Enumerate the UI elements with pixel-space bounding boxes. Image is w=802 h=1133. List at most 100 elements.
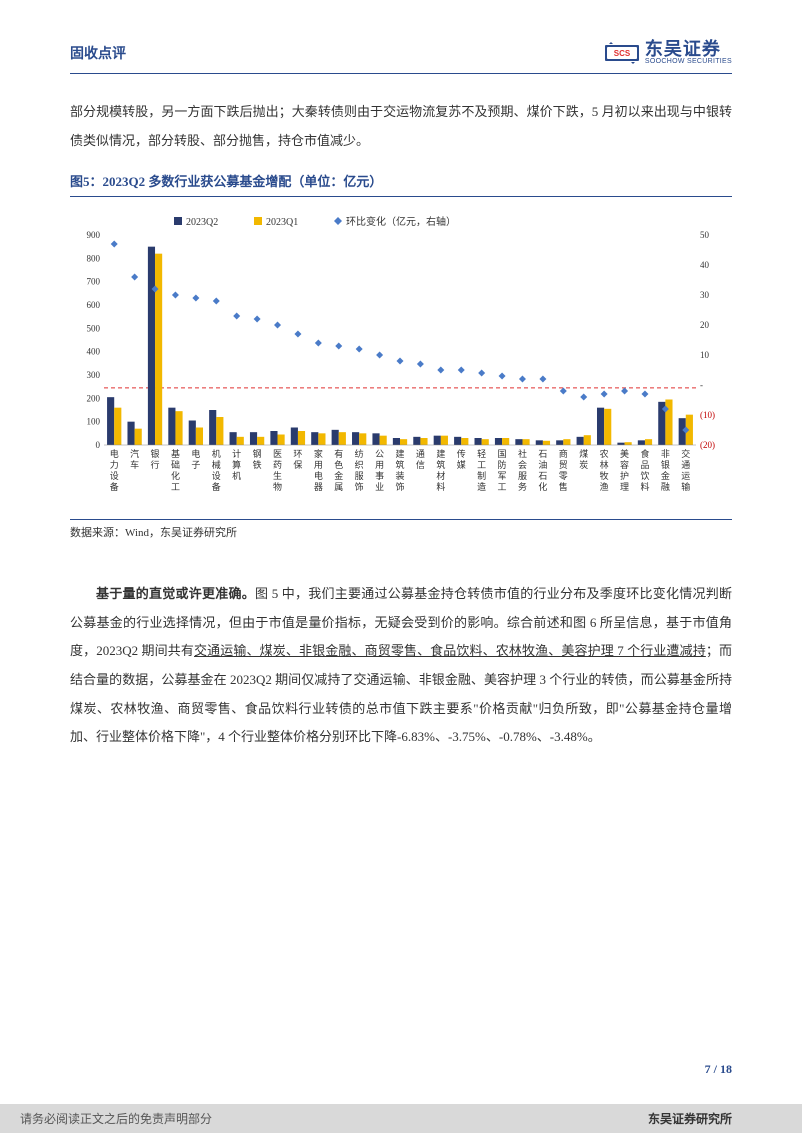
svg-text:色: 色 — [334, 459, 343, 470]
svg-text:石: 石 — [538, 471, 547, 481]
svg-text:渔: 渔 — [600, 482, 609, 492]
svg-text:建: 建 — [395, 448, 404, 459]
svg-text:纺: 纺 — [355, 448, 364, 459]
svg-text:运: 运 — [681, 471, 690, 481]
svg-text:汽: 汽 — [130, 448, 139, 459]
svg-text:子: 子 — [191, 460, 200, 470]
svg-text:备: 备 — [110, 481, 119, 492]
svg-text:牧: 牧 — [600, 470, 609, 481]
svg-text:600: 600 — [87, 300, 101, 310]
svg-text:环比变化（亿元，右轴）: 环比变化（亿元，右轴） — [346, 215, 456, 228]
svg-text:通: 通 — [681, 460, 690, 470]
svg-text:电: 电 — [314, 470, 323, 481]
footer-institute: 东吴证券研究所 — [648, 1110, 732, 1127]
svg-text:10: 10 — [700, 350, 710, 360]
svg-text:用: 用 — [314, 460, 323, 470]
page-number: 7 / 18 — [705, 1062, 732, 1077]
svg-text:家: 家 — [314, 448, 323, 459]
svg-text:2023Q1: 2023Q1 — [266, 217, 298, 228]
svg-text:交: 交 — [681, 448, 690, 459]
svg-text:工: 工 — [171, 482, 180, 492]
svg-text:行: 行 — [151, 459, 160, 470]
svg-text:40: 40 — [700, 260, 710, 270]
chart-source: 数据来源：Wind，东吴证券研究所 — [70, 519, 732, 540]
svg-text:础: 础 — [171, 459, 180, 470]
svg-text:装: 装 — [395, 470, 404, 481]
analysis-underlined: 交通运输、煤炭、非银金融、商贸零售、食品饮料、农林牧渔、美容护理 7 个行业遭减… — [194, 643, 706, 658]
svg-text:20: 20 — [700, 320, 710, 330]
svg-text:机: 机 — [212, 448, 221, 459]
svg-text:车: 车 — [130, 459, 139, 470]
page-header: 固收点评 SCS 东吴证券 SOOCHOW SECURITIES — [70, 40, 732, 74]
svg-text:700: 700 — [87, 277, 101, 287]
svg-text:料: 料 — [640, 481, 649, 492]
svg-text:工: 工 — [477, 460, 486, 470]
svg-text:材: 材 — [436, 470, 445, 481]
svg-text:铁: 铁 — [253, 459, 262, 470]
svg-text:100: 100 — [87, 417, 101, 427]
footer-disclaimer: 请务必阅读正文之后的免责声明部分 — [20, 1110, 212, 1127]
svg-text:护: 护 — [620, 470, 629, 481]
svg-text:容: 容 — [620, 459, 629, 470]
svg-text:服: 服 — [355, 471, 364, 481]
svg-text:200: 200 — [87, 394, 101, 404]
svg-text:基: 基 — [171, 448, 180, 459]
svg-text:筑: 筑 — [395, 459, 404, 470]
svg-text:银: 银 — [661, 459, 670, 470]
svg-text:(10): (10) — [700, 410, 715, 420]
svg-text:煤: 煤 — [579, 448, 588, 459]
svg-text:军: 军 — [498, 471, 507, 481]
svg-text:品: 品 — [640, 460, 649, 470]
svg-text:非: 非 — [661, 448, 670, 459]
svg-text:国: 国 — [498, 449, 507, 459]
footer-bar: 请务必阅读正文之后的免责声明部分 东吴证券研究所 — [0, 1104, 802, 1133]
svg-text:输: 输 — [681, 481, 690, 492]
svg-text:商: 商 — [559, 448, 568, 459]
svg-text:会: 会 — [518, 459, 527, 470]
svg-text:环: 环 — [293, 449, 302, 459]
svg-text:保: 保 — [293, 459, 302, 470]
svg-text:料: 料 — [436, 481, 445, 492]
svg-text:计: 计 — [232, 448, 241, 459]
svg-text:金: 金 — [334, 470, 343, 481]
svg-text:化: 化 — [171, 470, 180, 481]
svg-text:机: 机 — [232, 470, 241, 481]
svg-text:理: 理 — [620, 482, 629, 492]
svg-text:银: 银 — [151, 448, 160, 459]
svg-text:业: 业 — [375, 482, 384, 492]
svg-text:金: 金 — [661, 470, 670, 481]
analysis-lead: 基于量的直觉或许更准确。 — [96, 586, 255, 601]
svg-text:500: 500 — [87, 324, 101, 334]
svg-text:300: 300 — [87, 370, 101, 380]
svg-text:化: 化 — [538, 481, 547, 492]
section-title: 固收点评 — [70, 43, 126, 63]
svg-text:SCS: SCS — [614, 49, 631, 58]
svg-text:美: 美 — [620, 448, 629, 459]
analysis-body2: ；而结合量的数据，公募基金在 2023Q2 期间仅减持了交通运输、非银金融、美容… — [70, 643, 732, 744]
svg-text:传: 传 — [457, 448, 466, 459]
svg-text:器: 器 — [314, 482, 323, 492]
svg-text:算: 算 — [232, 459, 241, 470]
svg-text:饰: 饰 — [355, 481, 364, 492]
svg-text:制: 制 — [477, 470, 486, 481]
analysis-paragraph: 基于量的直觉或许更准确。图 5 中，我们主要通过公募基金持仓转债市值的行业分布及… — [70, 580, 732, 752]
svg-text:公: 公 — [375, 449, 384, 459]
svg-text:物: 物 — [273, 481, 282, 492]
svg-text:信: 信 — [416, 459, 425, 470]
svg-text:零: 零 — [559, 471, 568, 481]
svg-text:用: 用 — [375, 460, 384, 470]
svg-text:800: 800 — [87, 254, 101, 264]
svg-text:生: 生 — [273, 470, 282, 481]
svg-text:力: 力 — [110, 459, 119, 470]
svg-text:饮: 饮 — [640, 470, 649, 481]
svg-text:工: 工 — [498, 482, 507, 492]
page-footer: 7 / 18 请务必阅读正文之后的免责声明部分 东吴证券研究所 — [0, 1104, 802, 1133]
svg-text:400: 400 — [87, 347, 101, 357]
svg-text:设: 设 — [110, 471, 119, 481]
svg-text:备: 备 — [212, 481, 221, 492]
chart: 01002003004005006007008009005040302010-(… — [70, 207, 732, 517]
svg-text:贸: 贸 — [559, 459, 568, 470]
page: 固收点评 SCS 东吴证券 SOOCHOW SECURITIES 部分规模转股，… — [0, 0, 802, 1133]
svg-text:900: 900 — [87, 230, 101, 240]
svg-text:油: 油 — [538, 459, 547, 470]
